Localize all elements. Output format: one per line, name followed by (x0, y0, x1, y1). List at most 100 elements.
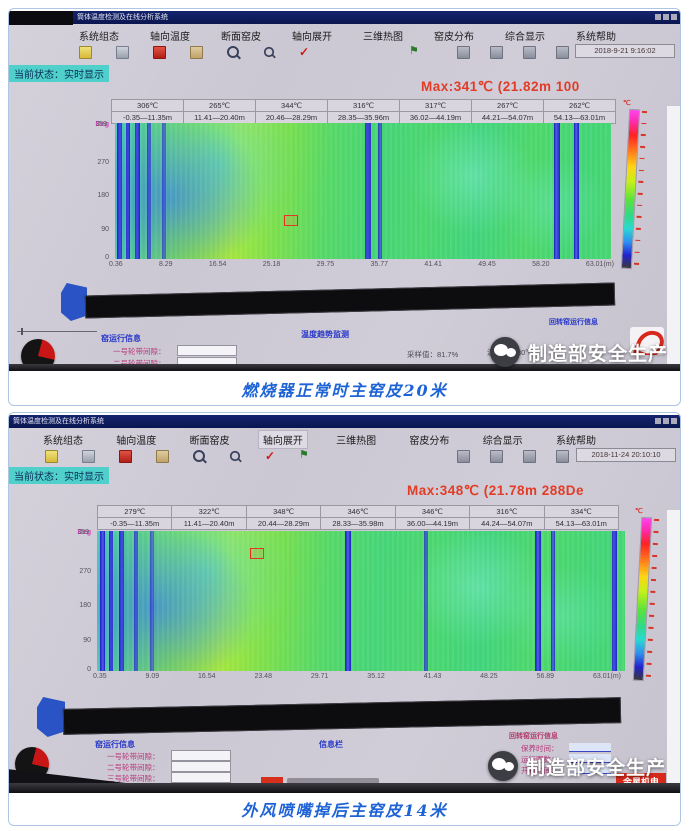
print-icon[interactable] (82, 449, 95, 463)
confirm-check-icon[interactable]: ✓ (265, 448, 276, 463)
x-tick: 9.09 (145, 673, 160, 680)
segment-range: 11.41—20.40m (183, 111, 256, 124)
tyre-gap-2-input[interactable] (171, 761, 231, 772)
segment-range: 36.00—44.19m (394, 517, 471, 530)
menu-coating-distribution[interactable]: 窑皮分布 (409, 436, 450, 447)
tool-icon-1[interactable] (457, 45, 470, 59)
menu-system-help[interactable]: 系统帮助 (555, 436, 596, 447)
menubar: 系统组态 轴向温度 断面窑皮 轴向展开 三维热图 窑皮分布 综合显示 系统帮助 (39, 431, 600, 448)
menu-3d-heatmap[interactable]: 三维热图 (336, 436, 377, 447)
kiln-inlet-shape (61, 283, 87, 321)
tool-icon-3[interactable] (523, 449, 536, 463)
thermal-scan-image (115, 123, 611, 259)
menu-section-coating[interactable]: 断面窑皮 (189, 436, 230, 447)
segment-range: 44.24—54.07m (469, 517, 545, 530)
x-tick: 41.43 (423, 673, 442, 680)
figure-caption-2: 外风喷嘴掉后主窑皮14米 (241, 801, 448, 820)
segment-range: 54.13—63.01m (543, 517, 620, 530)
menu-composite-display[interactable]: 综合显示 (505, 32, 545, 43)
save-icon[interactable] (153, 45, 166, 59)
x-tick: 23.48 (254, 673, 272, 680)
y-tick: 180 (79, 602, 91, 610)
zoom-out-icon[interactable] (229, 450, 241, 462)
print-icon[interactable] (116, 45, 129, 59)
save-icon[interactable] (119, 449, 132, 463)
tool-icon-2[interactable] (490, 45, 503, 59)
x-tick: 49.45 (478, 261, 496, 268)
menu-composite-display[interactable]: 综合显示 (482, 436, 523, 447)
window-buttons[interactable] (655, 418, 677, 424)
info-bar-label: 信息栏 (319, 740, 343, 749)
marker-flag-icon[interactable]: ⚑ (299, 449, 309, 461)
menu-system-help[interactable]: 系统帮助 (576, 32, 616, 43)
segment-temp: 346℃ (394, 505, 471, 518)
tool-icon-2[interactable] (490, 449, 503, 463)
confirm-check-icon[interactable]: ✓ (299, 44, 310, 59)
run-cycles-value (569, 754, 611, 763)
alert-message-text (287, 778, 379, 784)
menu-system-config[interactable]: 系统组态 (79, 32, 119, 43)
x-tick: 0.36 (109, 261, 123, 268)
zoom-in-icon[interactable] (193, 450, 205, 462)
datetime-display: 2018-11-24 20:10:10 (576, 448, 676, 462)
photo-edge-dark (9, 11, 73, 25)
app-titlebar: 筒体温度检测及在线分析系统 (73, 11, 680, 24)
max-point-marker (250, 547, 265, 559)
segment-range: 28.33—35.98m (320, 517, 396, 530)
scale-slider[interactable] (17, 328, 97, 335)
new-file-icon[interactable] (79, 45, 92, 59)
figure-caption-1: 燃烧器正常时主窑皮20米 (241, 381, 448, 400)
kiln-shell-bar (62, 697, 622, 735)
tool-icon-3[interactable] (523, 45, 536, 59)
copy-icon[interactable] (190, 45, 203, 59)
menu-coating-distribution[interactable]: 窑皮分布 (434, 32, 474, 43)
x-axis: 0.36 8.29 16.54 25.18 29.75 35.77 41.41 … (109, 261, 614, 268)
copy-icon[interactable] (156, 449, 169, 463)
menu-axial-temp[interactable]: 轴向温度 (150, 32, 190, 43)
deg-axis-label: Deg (95, 121, 109, 128)
marker-flag-icon[interactable]: ⚑ (409, 45, 419, 57)
company-logo (630, 327, 664, 355)
segment-range: 44.21—54.07m (471, 111, 544, 124)
menu-3d-heatmap[interactable]: 三维热图 (363, 32, 403, 43)
menu-section-coating[interactable]: 断面窑皮 (221, 32, 261, 43)
x-tick: 29.71 (310, 673, 329, 680)
zoom-out-icon[interactable] (263, 46, 275, 58)
segment-table: 279℃ 322℃ 348℃ 346℃ 346℃ 316℃ 334℃ -0.35… (96, 505, 620, 530)
segment-temp: 267℃ (471, 99, 544, 112)
y-axis: Deg 359 270 180 90 0 (63, 529, 93, 673)
colorbar-unit: ℃ (635, 508, 643, 515)
menu-system-config[interactable]: 系统组态 (43, 436, 83, 447)
new-file-icon[interactable] (45, 449, 58, 463)
watermark-text: 制造部安全生产 (525, 757, 666, 779)
tyre-gap-1-input[interactable] (177, 345, 237, 356)
kiln-run-info-label: 窑运行信息 (101, 334, 141, 343)
x-tick: 25.18 (262, 261, 281, 268)
figure-frame-1: 筒体温度检测及在线分析系统 系统组态 轴向温度 断面窑皮 轴向展开 三维热图 窑… (8, 8, 681, 406)
deg-axis-label: Deg (77, 529, 91, 536)
photo-background-wall (667, 510, 680, 793)
menu-axial-temp[interactable]: 轴向温度 (116, 436, 157, 447)
start-time-label: 开机时间： (521, 766, 559, 775)
sample-readout: 采样值：81.7% (407, 350, 459, 359)
window-buttons[interactable] (655, 14, 677, 20)
tyre-gap-1-input[interactable] (171, 750, 231, 761)
tool-icon-1[interactable] (457, 449, 470, 463)
segment-temp: 316℃ (469, 505, 545, 518)
segment-ranges-row: -0.35—11.35m 11.41—20.40m 20.44—28.29m 2… (96, 517, 620, 530)
tyre-gap-3-input[interactable] (171, 772, 231, 783)
x-tick: 29.75 (316, 261, 335, 268)
x-tick: 48.25 (480, 673, 498, 680)
y-axis: Deg 359 270 180 90 0 (81, 121, 111, 261)
segment-ranges-row: -0.35—11.35m 11.41—20.40m 20.46—28.29m 2… (111, 111, 616, 124)
zoom-in-icon[interactable] (227, 46, 239, 58)
tyre-gap-2-label: 二号轮带间隙： (113, 358, 166, 369)
max-temperature-readout: Max:341℃ (21.82m 100 (421, 79, 580, 94)
x-tick: 16.54 (208, 261, 227, 268)
tool-icon-4[interactable] (556, 449, 569, 463)
menu-axial-expand[interactable]: 轴向展开 (292, 32, 332, 43)
toolbar-right (457, 45, 569, 59)
menu-axial-expand[interactable]: 轴向展开 (258, 431, 307, 448)
tool-icon-4[interactable] (556, 45, 569, 59)
rotary-run-info-label: 回转窑运行信息 (549, 319, 598, 326)
